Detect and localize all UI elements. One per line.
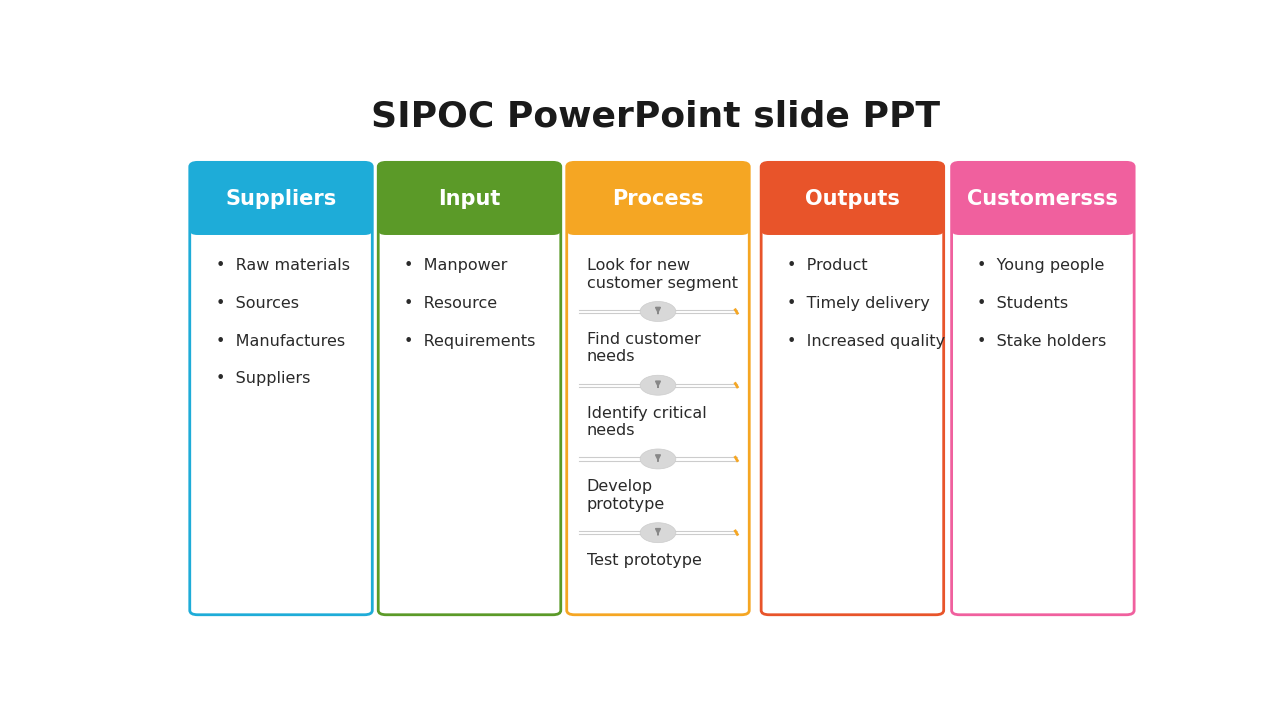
FancyBboxPatch shape [387, 202, 552, 230]
FancyBboxPatch shape [762, 162, 943, 235]
Text: •  Timely delivery: • Timely delivery [787, 296, 929, 311]
FancyBboxPatch shape [567, 162, 749, 615]
FancyBboxPatch shape [189, 162, 372, 235]
Text: Test prototype: Test prototype [586, 553, 701, 568]
FancyBboxPatch shape [960, 202, 1125, 230]
Text: •  Students: • Students [978, 296, 1069, 311]
Text: Input: Input [438, 189, 500, 209]
FancyBboxPatch shape [951, 162, 1134, 615]
Text: Outputs: Outputs [805, 189, 900, 209]
FancyBboxPatch shape [198, 202, 364, 230]
Text: •  Requirements: • Requirements [404, 333, 535, 348]
FancyBboxPatch shape [379, 162, 561, 615]
FancyBboxPatch shape [379, 162, 561, 235]
Circle shape [640, 375, 676, 395]
Text: •  Young people: • Young people [978, 258, 1105, 274]
Text: •  Increased quality: • Increased quality [787, 333, 945, 348]
Circle shape [640, 302, 676, 321]
FancyBboxPatch shape [951, 162, 1134, 235]
Text: •  Product: • Product [787, 258, 868, 274]
Text: •  Raw materials: • Raw materials [215, 258, 349, 274]
FancyBboxPatch shape [771, 202, 934, 230]
Text: SIPOC PowerPoint slide PPT: SIPOC PowerPoint slide PPT [371, 100, 941, 134]
Text: Develop
prototype: Develop prototype [586, 480, 664, 512]
Text: •  Suppliers: • Suppliers [215, 372, 310, 387]
Text: Customersss: Customersss [968, 189, 1119, 209]
FancyBboxPatch shape [189, 162, 372, 615]
Text: Suppliers: Suppliers [225, 189, 337, 209]
Text: •  Stake holders: • Stake holders [978, 333, 1107, 348]
Text: •  Sources: • Sources [215, 296, 298, 311]
Circle shape [640, 449, 676, 469]
Text: •  Manufactures: • Manufactures [215, 333, 344, 348]
Text: •  Manpower: • Manpower [404, 258, 507, 274]
Circle shape [640, 523, 676, 543]
Text: •  Resource: • Resource [404, 296, 497, 311]
FancyBboxPatch shape [567, 162, 749, 235]
Text: Identify critical
needs: Identify critical needs [586, 406, 707, 438]
FancyBboxPatch shape [762, 162, 943, 615]
Text: Process: Process [612, 189, 704, 209]
Text: Look for new
customer segment: Look for new customer segment [586, 258, 737, 291]
Text: Find customer
needs: Find customer needs [586, 332, 700, 364]
FancyBboxPatch shape [576, 202, 740, 230]
